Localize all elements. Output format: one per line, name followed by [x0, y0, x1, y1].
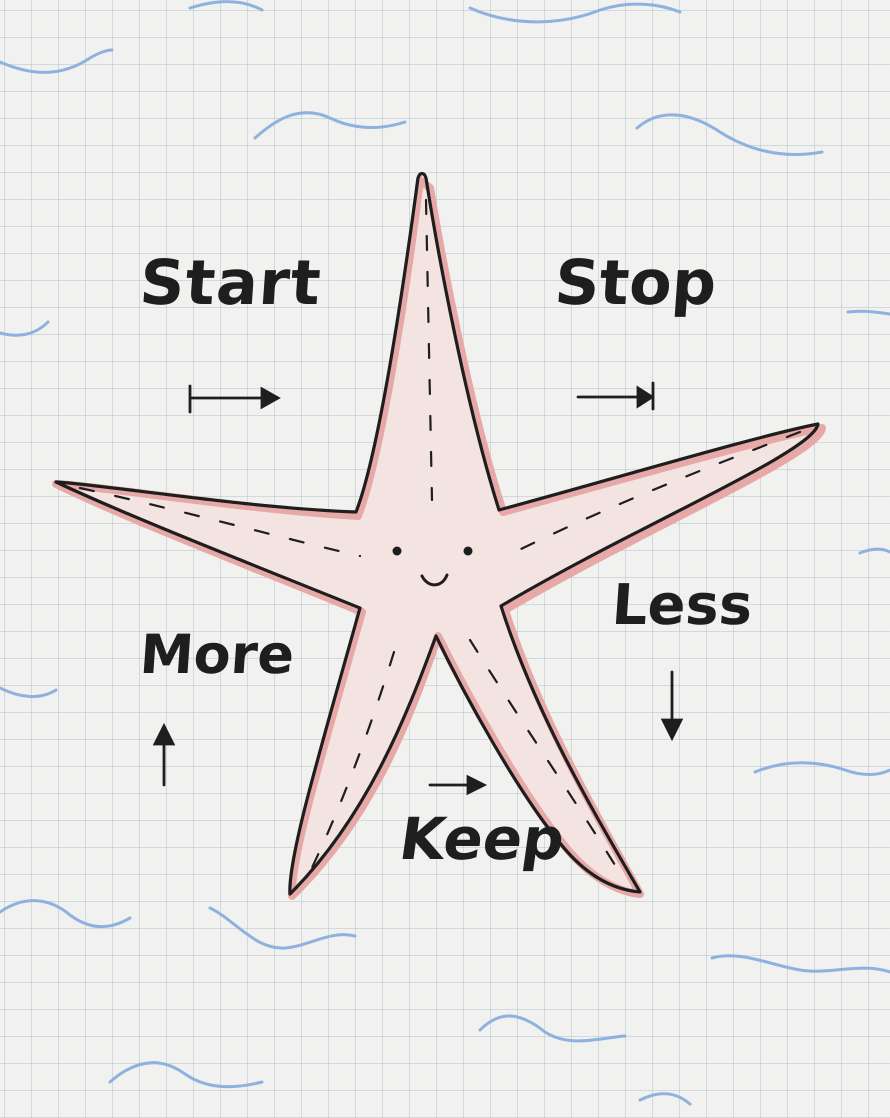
wave: [208, 906, 357, 950]
arrow-up-icon: [152, 722, 176, 787]
wave: [0, 686, 58, 698]
wave: [846, 309, 890, 316]
stop-label: Stop: [552, 246, 719, 319]
right-eye: [463, 546, 473, 556]
wave: [710, 954, 890, 974]
wave: [753, 761, 890, 776]
wave: [638, 1092, 692, 1106]
starfish-dashes: [78, 198, 802, 878]
wave: [253, 111, 407, 140]
wave: [478, 1014, 627, 1043]
less-label: Less: [609, 573, 755, 638]
start-label: Start: [137, 246, 324, 319]
wave: [0, 899, 132, 929]
arrow-down-icon: [660, 670, 684, 742]
left-eye: [392, 546, 402, 556]
starfish-face: [392, 546, 473, 587]
arrow-right-from-bar-icon: [188, 384, 281, 414]
keep-label: Keep: [395, 805, 569, 873]
arrow-right-icon: [428, 774, 488, 796]
starfish-shadow: [52, 176, 826, 900]
wave: [108, 1061, 264, 1089]
wave: [188, 0, 264, 12]
wave: [0, 48, 114, 74]
arrow-right-to-bar-icon: [576, 381, 655, 411]
starfish-outline: [54, 171, 820, 896]
starfish: [52, 171, 826, 900]
wave: [635, 113, 824, 156]
more-label: More: [137, 623, 297, 686]
wave: [858, 547, 890, 555]
smile: [420, 573, 449, 587]
wave: [0, 320, 50, 337]
wave: [468, 2, 682, 24]
